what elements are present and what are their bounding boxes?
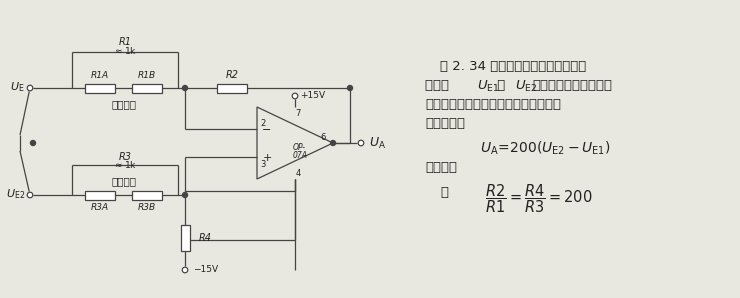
Text: R2: R2 [226,70,238,80]
Text: 07A: 07A [292,150,308,159]
Text: R1: R1 [118,37,132,47]
Text: $\approx$1k: $\approx$1k [113,44,137,55]
Text: 图 2. 34 电路中，热电偶中输入电势: 图 2. 34 电路中，热电偶中输入电势 [440,60,586,73]
FancyBboxPatch shape [181,225,189,251]
Text: −15V: −15V [193,266,218,274]
Text: $U_{\rm E2}$: $U_{\rm E2}$ [6,187,25,201]
Text: 连线电阻: 连线电阻 [111,176,136,186]
Text: OP-: OP- [292,142,306,151]
Circle shape [27,85,33,91]
FancyBboxPatch shape [132,83,162,92]
Text: $U_{\rm E}$: $U_{\rm E}$ [10,80,25,94]
Circle shape [331,140,335,145]
FancyBboxPatch shape [85,83,115,92]
FancyBboxPatch shape [217,83,247,92]
Text: 电阻比值: 电阻比值 [425,161,457,174]
Text: R1B: R1B [138,71,156,80]
Circle shape [292,93,297,99]
Text: 6: 6 [320,134,326,142]
Circle shape [183,86,187,91]
Circle shape [30,140,36,145]
Text: −: − [262,125,272,135]
Text: R1A: R1A [91,71,109,80]
FancyBboxPatch shape [132,190,162,199]
Text: +15V: +15V [300,91,325,100]
Text: R3A: R3A [91,204,109,212]
Text: $U_{\rm E2}$: $U_{\rm E2}$ [515,79,537,94]
Text: R3: R3 [118,152,132,162]
Text: $U_{\rm A}\!=\!200(U_{\rm E2}-U_{\rm E1})$: $U_{\rm A}\!=\!200(U_{\rm E2}-U_{\rm E1}… [480,140,610,157]
Text: 4: 4 [295,170,300,179]
Text: $\approx$1k: $\approx$1k [113,159,137,170]
Text: 和: 和 [493,79,510,92]
Text: 出电压为：: 出电压为： [425,117,465,130]
Circle shape [27,192,33,198]
FancyBboxPatch shape [85,190,115,199]
Text: R3B: R3B [138,204,156,212]
Circle shape [183,193,187,198]
Text: 分别为: 分别为 [425,79,453,92]
Text: 7: 7 [295,109,300,119]
Circle shape [348,86,352,91]
Text: 连线电阻: 连线电阻 [111,99,136,109]
Text: R4: R4 [199,233,212,243]
Circle shape [182,267,188,273]
Text: ，经过连线接至有高稳: ，经过连线接至有高稳 [532,79,612,92]
Text: 3: 3 [260,160,266,169]
Text: 定的运算放大器同相和反相输入端，输: 定的运算放大器同相和反相输入端，输 [425,98,561,111]
Text: $\dfrac{R2}{R1}=\dfrac{R4}{R3}=200$: $\dfrac{R2}{R1}=\dfrac{R4}{R3}=200$ [485,182,593,215]
Circle shape [358,140,364,146]
Text: $U_{\rm E1}$: $U_{\rm E1}$ [477,79,500,94]
Text: +: + [262,153,272,163]
Text: $U_{\rm A}$: $U_{\rm A}$ [369,136,386,150]
Text: 2: 2 [260,119,266,128]
Text: ，: ， [440,186,448,199]
